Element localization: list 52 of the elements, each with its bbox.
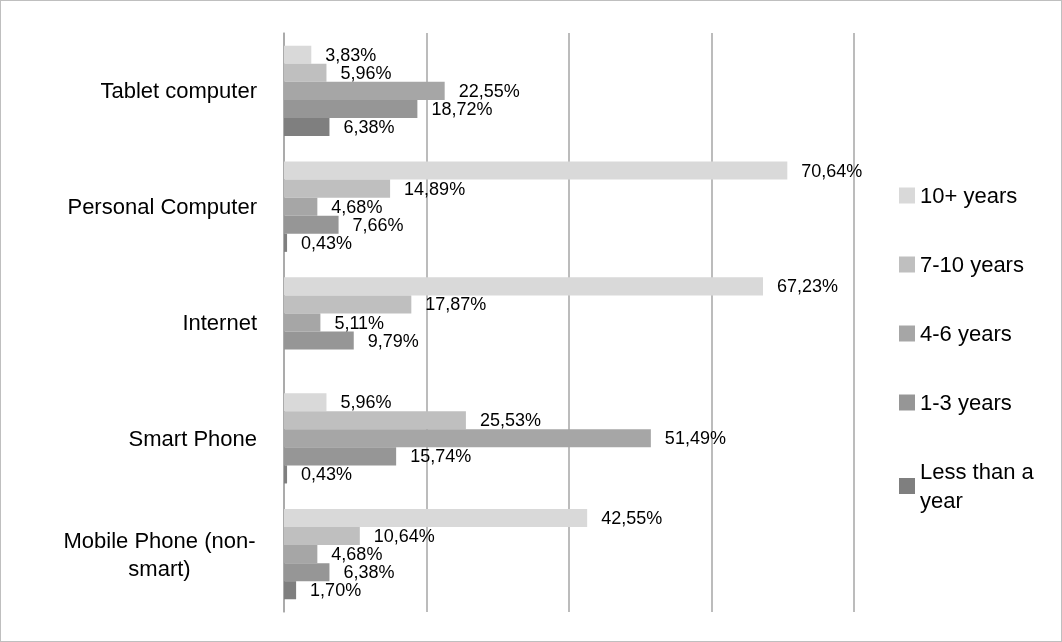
bar (284, 233, 288, 252)
data-label: 4,68% (331, 196, 383, 217)
data-label: 25,53% (479, 410, 541, 431)
data-label: 14,89% (404, 178, 466, 199)
bar (284, 45, 312, 64)
data-label: 6,38% (343, 117, 395, 138)
bar (284, 465, 288, 484)
y-tick-label: Smart Phone (128, 425, 257, 451)
data-label: 7,66% (352, 214, 404, 235)
data-label: 22,55% (458, 80, 520, 101)
legend-label: 4-6 years (920, 321, 1012, 346)
data-label: 51,49% (664, 428, 726, 449)
data-label: 67,23% (777, 276, 839, 297)
legend-label: 1-3 years (920, 390, 1012, 415)
data-label: 70,64% (801, 160, 863, 181)
data-label: 5,96% (340, 392, 392, 413)
bar (284, 563, 330, 582)
bar (284, 411, 466, 430)
bar (284, 161, 788, 180)
data-label: 15,74% (410, 446, 472, 467)
data-label: 3,83% (325, 44, 377, 65)
bar (284, 295, 412, 314)
bar (284, 99, 418, 118)
bar (284, 331, 354, 350)
data-label: 42,55% (601, 507, 663, 528)
bar (284, 118, 330, 137)
data-label: 5,96% (340, 62, 392, 83)
y-tick-label: Internet (182, 310, 257, 335)
data-label: 0,43% (301, 232, 353, 253)
bar (284, 179, 391, 198)
data-label: 6,38% (343, 562, 395, 583)
bar (284, 277, 764, 296)
bar (284, 63, 327, 82)
y-tick-label: Personal Computer (67, 194, 257, 220)
bar (284, 447, 397, 466)
bar (284, 581, 297, 600)
bar (284, 527, 360, 546)
bar (284, 393, 327, 412)
legend-label: 7-10 years (920, 252, 1024, 277)
legend-label: 10+ years (920, 183, 1018, 208)
data-label: 0,43% (301, 464, 353, 485)
legend-label: Less than a year (920, 459, 1040, 513)
data-label: 4,68% (331, 544, 383, 565)
data-label: 5,11% (334, 312, 385, 333)
y-tick-label: Tablet computer (100, 78, 257, 104)
y-tick-label: Mobile Phone (non-smart) (63, 527, 256, 581)
data-label: 9,79% (367, 330, 419, 351)
data-label: 1,70% (310, 580, 362, 601)
data-label: 17,87% (425, 294, 487, 315)
bar (284, 508, 588, 527)
bar (284, 215, 339, 234)
data-label: 10,64% (373, 526, 435, 547)
